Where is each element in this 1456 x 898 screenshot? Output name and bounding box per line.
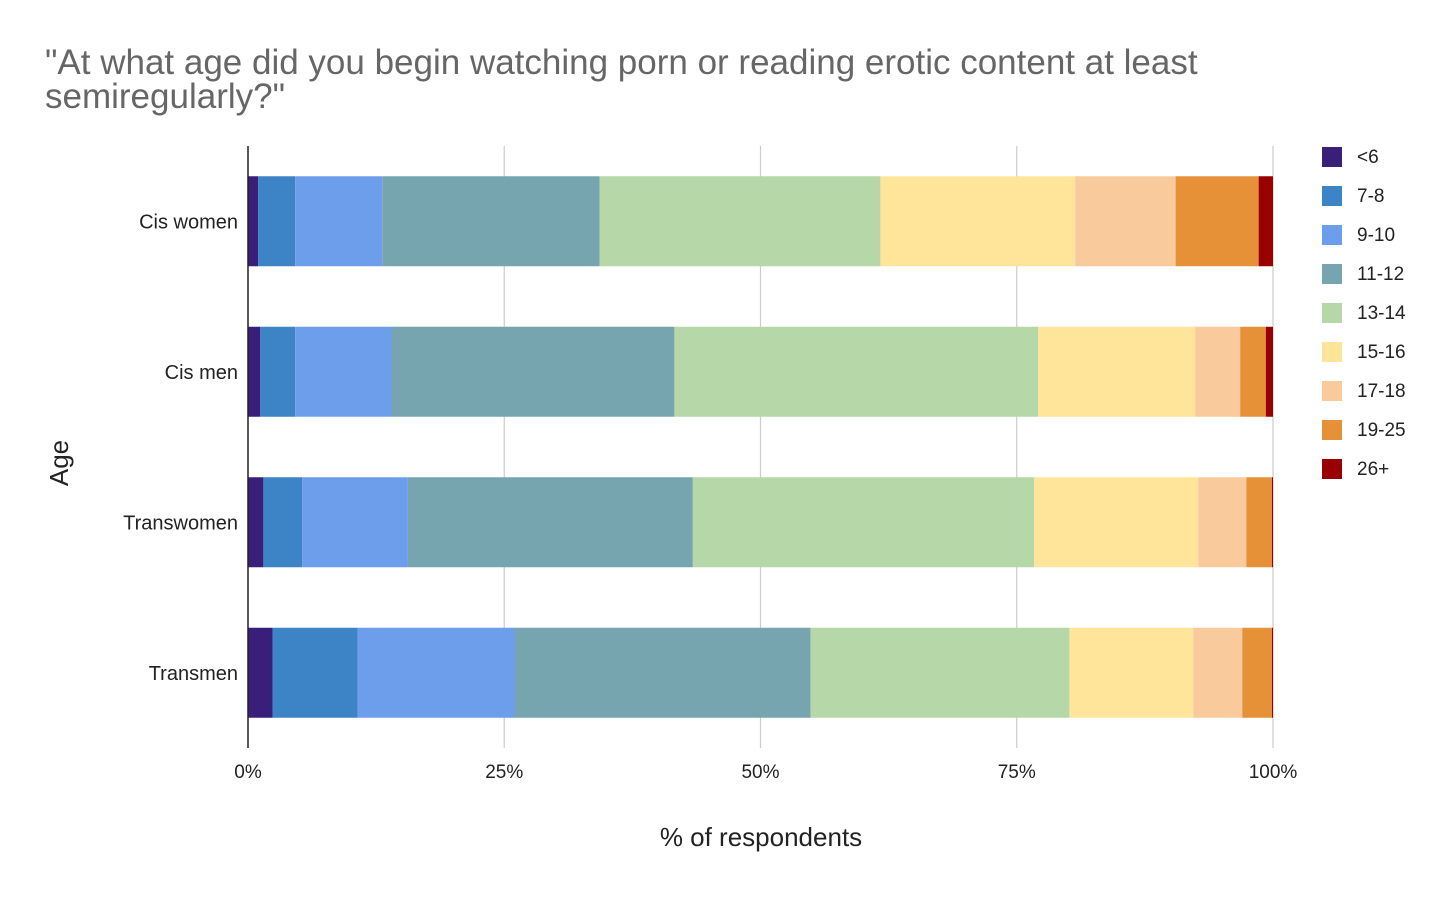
chart-title-line-2: semiregularly?" [45, 77, 285, 116]
bar-segment-transwomen-6 [1198, 477, 1247, 568]
bar-segment-transmen-6 [1193, 627, 1243, 718]
bar-segment-transwomen-2 [302, 477, 408, 568]
bar-segment-transwomen-1 [263, 477, 303, 568]
bar-segment-cis-men-2 [295, 326, 392, 417]
legend-label-5: 15-16 [1357, 342, 1406, 363]
x-tick-label-25: 25% [485, 762, 523, 783]
legend-swatch-3 [1322, 264, 1342, 284]
bar-segment-cis-men-5 [1038, 326, 1196, 417]
category-label-cis-men: Cis men [165, 362, 238, 384]
legend: <6 7-8 9-10 11-12 13-14 15-16 17-18 19-25 26+ [1322, 147, 1406, 480]
bar-segment-transmen-3 [514, 627, 811, 718]
legend-label-7: 19-25 [1357, 420, 1406, 441]
bars [248, 176, 1273, 718]
bar-segment-transmen-1 [272, 627, 358, 718]
bar-segment-cis-women-1 [258, 176, 296, 267]
category-labels: Cis women Cis men Transwomen Transmen [123, 211, 238, 685]
bar-segment-cis-women-4 [599, 176, 881, 267]
bar-segment-transmen-4 [810, 627, 1070, 718]
legend-swatch-6 [1322, 381, 1342, 401]
bar-segment-transmen-7 [1242, 627, 1272, 718]
bar-segment-cis-men-0 [248, 326, 261, 417]
category-label-cis-women: Cis women [139, 211, 238, 233]
legend-swatch-8 [1322, 459, 1342, 479]
legend-swatch-7 [1322, 420, 1342, 440]
bar-segment-transmen-2 [357, 627, 515, 718]
legend-swatch-5 [1322, 342, 1342, 362]
legend-swatch-2 [1322, 225, 1342, 245]
bar-segment-transmen-8 [1271, 627, 1273, 718]
x-axis-title: % of respondents [660, 822, 862, 852]
legend-label-3: 11-12 [1357, 264, 1404, 285]
bar-segment-cis-men-8 [1265, 326, 1273, 417]
bar-segment-cis-women-6 [1075, 176, 1176, 267]
legend-label-8: 26+ [1357, 459, 1389, 480]
x-tick-label-50: 50% [741, 762, 779, 783]
bar-segment-transwomen-5 [1034, 477, 1199, 568]
legend-label-1: 7-8 [1357, 186, 1384, 207]
category-label-transmen: Transmen [149, 663, 238, 685]
x-tick-labels: 0% 25% 50% 75% 100% [234, 762, 1297, 783]
bar-segment-cis-women-5 [880, 176, 1076, 267]
bar-segment-cis-women-7 [1175, 176, 1259, 267]
x-tick-label-0: 0% [234, 762, 262, 783]
bar-segment-transwomen-3 [407, 477, 693, 568]
x-tick-label-75: 75% [998, 762, 1036, 783]
bar-segment-cis-women-8 [1258, 176, 1273, 267]
legend-swatch-0 [1322, 147, 1342, 167]
bar-segment-cis-men-3 [391, 326, 675, 417]
bar-segment-transwomen-4 [692, 477, 1035, 568]
legend-swatch-4 [1322, 303, 1342, 323]
legend-label-6: 17-18 [1357, 381, 1406, 402]
bar-segment-transwomen-0 [248, 477, 264, 568]
bar-segment-cis-women-0 [248, 176, 259, 267]
category-label-transwomen: Transwomen [123, 512, 238, 534]
bar-segment-cis-women-2 [295, 176, 383, 267]
legend-label-4: 13-14 [1357, 303, 1406, 324]
bar-segment-transmen-5 [1069, 627, 1194, 718]
bar-segment-cis-men-6 [1195, 326, 1241, 417]
bar-segment-cis-men-4 [674, 326, 1039, 417]
legend-label-0: <6 [1357, 147, 1379, 168]
bar-segment-transwomen-8 [1271, 477, 1273, 568]
bar-segment-cis-women-3 [382, 176, 600, 267]
bar-segment-transwomen-7 [1246, 477, 1272, 568]
bar-segment-cis-men-7 [1240, 326, 1266, 417]
y-axis-title: Age [44, 440, 74, 486]
x-tick-label-100: 100% [1249, 762, 1298, 783]
bar-segment-transmen-0 [248, 627, 273, 718]
legend-swatch-1 [1322, 186, 1342, 206]
legend-label-2: 9-10 [1357, 225, 1395, 246]
bar-segment-cis-men-1 [260, 326, 296, 417]
chart-title-line-1: "At what age did you begin watching porn… [45, 43, 1198, 82]
